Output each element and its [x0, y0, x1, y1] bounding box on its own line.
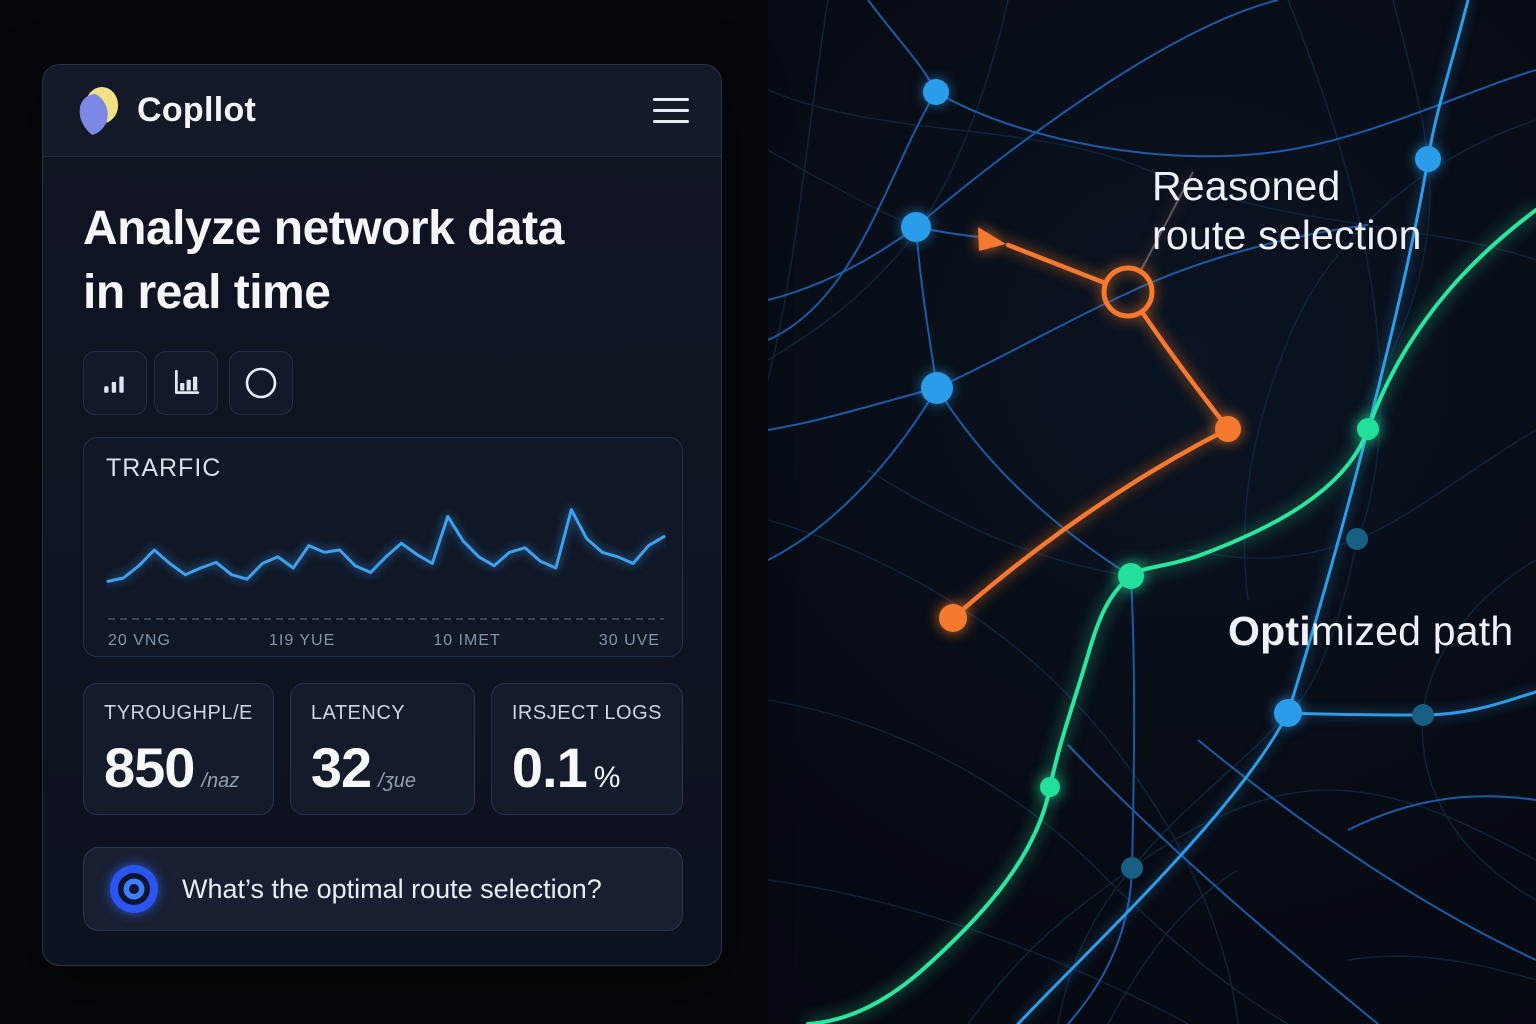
- network-blue-lines: [768, 0, 1536, 1024]
- signal-bars-icon: [104, 376, 124, 393]
- annotation-optimized-path: Optimized path: [1228, 608, 1513, 655]
- prompt-text: What’s the optimal route selection?: [182, 873, 602, 904]
- stats-row: TYROUGHPL/E 850 /naz LATENCY 32 /ʒue IRS…: [83, 683, 683, 815]
- stat-label: IRSJECT LOGS: [511, 702, 662, 724]
- network-map-canvas: [768, 0, 1536, 1024]
- network-nodes-blue: [901, 79, 1441, 727]
- page-title: Analyze network data in real time: [83, 197, 683, 325]
- stat-card-throughput: TYROUGHPL/E 850 /naz: [83, 683, 274, 815]
- brand-name: Copllot: [137, 91, 257, 129]
- chart-title: TRARFIC: [106, 454, 222, 482]
- circle-button[interactable]: [229, 351, 293, 415]
- network-map: Reasoned route selection Optimized path: [768, 0, 1536, 1024]
- route-ring-node: [1101, 265, 1155, 319]
- annotation-optimized-bold: Opti: [1228, 608, 1311, 654]
- panel-body: Analyze network data in real time: [43, 157, 721, 931]
- stat-label: LATENCY: [310, 702, 406, 724]
- stat-unit: /naz: [201, 770, 240, 792]
- page-title-line2: in real time: [83, 266, 331, 319]
- annotation-reasoned-line2: route selection: [1152, 212, 1422, 258]
- annotation-reasoned-route: Reasoned route selection: [1152, 162, 1422, 260]
- bar-chart-button[interactable]: [154, 351, 218, 415]
- x-tick: 20 VNG: [108, 632, 171, 649]
- hamburger-menu-icon[interactable]: [653, 94, 689, 127]
- bar-chart-icon: [174, 369, 200, 395]
- circle-icon: [245, 367, 277, 399]
- chart-x-axis: 20 VNG 1I9 YUE 10 IMET 30 UVE: [106, 627, 662, 650]
- panel-header: Copllot: [43, 65, 721, 157]
- copilot-logo-icon: [79, 86, 119, 135]
- network-nodes-teal: [1121, 528, 1434, 879]
- traffic-chart: [106, 508, 666, 620]
- annotation-reasoned-line1: Reasoned: [1152, 163, 1341, 209]
- target-icon: [110, 865, 158, 913]
- x-tick: 10 IMET: [433, 632, 501, 649]
- copilot-panel: Copllot Analyze network data in real tim…: [42, 64, 722, 966]
- view-toolbar: [83, 351, 683, 415]
- stat-unit: /ʒue: [378, 770, 416, 792]
- stat-value: 850: [104, 736, 195, 799]
- reasoned-route: [939, 171, 1241, 632]
- traffic-chart-card: TRARFIC 20 VNG 1I9 YUE 10 IMET 30 UVE: [83, 437, 683, 657]
- stat-card-latency: LATENCY 32 /ʒue: [289, 683, 475, 815]
- network-nodes-green: [1040, 418, 1379, 797]
- stat-label: TYROUGHPL/E: [104, 702, 253, 724]
- stat-value: 0.1: [511, 736, 588, 799]
- route-node: [939, 604, 967, 632]
- signal-bars-button[interactable]: [83, 351, 147, 415]
- traffic-line: [106, 508, 666, 583]
- stat-value: 32: [310, 736, 372, 799]
- x-tick: 30 UVE: [598, 632, 660, 649]
- stat-unit: %: [593, 761, 621, 794]
- route-start-arrow-icon: [978, 227, 1006, 251]
- x-tick: 1I9 YUE: [268, 632, 336, 649]
- page-title-line1: Analyze network data: [83, 202, 564, 255]
- prompt-input[interactable]: What’s the optimal route selection?: [83, 847, 683, 931]
- annotation-optimized-rest: mized path: [1310, 608, 1514, 654]
- stat-card-reject-logs: IRSJECT LOGS 0.1 %: [490, 683, 683, 815]
